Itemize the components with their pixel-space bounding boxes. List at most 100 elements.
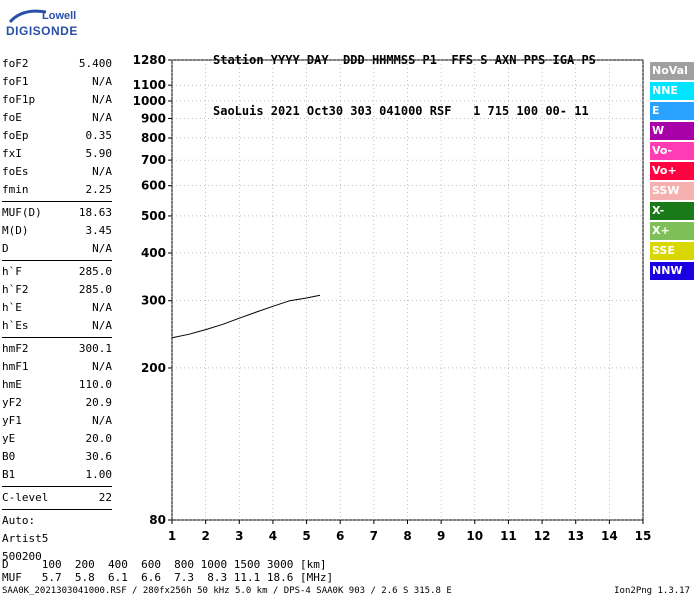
legend-item: W — [650, 122, 694, 140]
param-value: 30.6 — [85, 450, 113, 463]
param-name: foEs — [2, 165, 29, 178]
param-row: B1 1.00 — [2, 466, 112, 484]
y-tick-label: 600 — [141, 179, 166, 193]
y-tick-label: 900 — [141, 111, 166, 125]
param-row: h`F2 285.0 — [2, 281, 112, 299]
legend-item: SSW — [650, 182, 694, 200]
param-row: D N/A — [2, 240, 112, 258]
param-value: 1.00 — [85, 468, 113, 481]
y-tick-label: 400 — [141, 246, 166, 260]
param-row: h`Es N/A — [2, 317, 112, 335]
x-tick-label: 6 — [336, 529, 344, 543]
divider — [2, 201, 112, 202]
param-row: h`E N/A — [2, 299, 112, 317]
legend-item: E — [650, 102, 694, 120]
param-name: D — [2, 242, 9, 255]
virtual-height-trace — [171, 294, 321, 339]
param-value: N/A — [92, 111, 112, 124]
param-row: hmF2 300.1 — [2, 340, 112, 358]
param-row: yF1 N/A — [2, 412, 112, 430]
legend-item: Vo- — [650, 142, 694, 160]
y-tick-label: 500 — [141, 209, 166, 223]
param-row: foE N/A — [2, 109, 112, 127]
param-row: fxI 5.90 — [2, 145, 112, 163]
param-name: yF2 — [2, 396, 22, 409]
file-info: SAA0K_2021303041000.RSF / 280fx256h 50 k… — [2, 586, 452, 596]
param-row: foF1p N/A — [2, 91, 112, 109]
autoscale-info: Auto: Artist5 500200 — [2, 512, 112, 566]
param-value: 0.35 — [85, 129, 113, 142]
param-name: h`F — [2, 265, 22, 278]
auto-program: Artist5 — [2, 532, 49, 545]
x-tick-label: 10 — [466, 529, 483, 543]
param-value: 300.1 — [78, 342, 112, 355]
param-value: N/A — [92, 165, 112, 178]
x-tick-label: 2 — [201, 529, 209, 543]
param-name: MUF(D) — [2, 206, 42, 219]
param-row: fmin 2.25 — [2, 181, 112, 199]
param-name: foF1 — [2, 75, 29, 88]
x-tick-label: 14 — [601, 529, 618, 543]
param-row: hmF1 N/A — [2, 358, 112, 376]
legend-item: X- — [650, 202, 694, 220]
param-row: foF1 N/A — [2, 73, 112, 91]
legend-item: X+ — [650, 222, 694, 240]
x-tick-label: 15 — [635, 529, 652, 543]
legend-item: SSE — [650, 242, 694, 260]
param-value: 22 — [98, 491, 112, 504]
param-group-c: h`F 285.0 h`F2 285.0 h`E N/A h`Es N/A — [2, 263, 112, 335]
y-tick-label: 1000 — [133, 94, 166, 108]
param-row: foEs N/A — [2, 163, 112, 181]
param-value: 5.400 — [78, 57, 112, 70]
param-name: yF1 — [2, 414, 22, 427]
param-name: h`F2 — [2, 283, 29, 296]
param-row: hmE 110.0 — [2, 376, 112, 394]
auto-version: 500200 — [2, 550, 42, 563]
param-value: 5.90 — [85, 147, 113, 160]
param-value: 285.0 — [78, 265, 112, 278]
param-value: N/A — [92, 301, 112, 314]
param-row: h`F 285.0 — [2, 263, 112, 281]
x-tick-label: 8 — [403, 529, 411, 543]
param-name: foE — [2, 111, 22, 124]
param-value: N/A — [92, 414, 112, 427]
param-row: MUF(D) 18.63 — [2, 204, 112, 222]
polarization-legend: NoVal NNE E W Vo- Vo+ SSW X- X+ SSE NNW — [650, 62, 694, 282]
auto-label: Auto: — [2, 514, 36, 527]
param-name: h`E — [2, 301, 22, 314]
x-tick-label: 4 — [269, 529, 277, 543]
param-name: yE — [2, 432, 16, 445]
y-tick-label: 80 — [149, 513, 166, 527]
param-value: 3.45 — [85, 224, 113, 237]
param-name: fxI — [2, 147, 22, 160]
y-tick-label: 200 — [141, 361, 166, 375]
param-value: 285.0 — [78, 283, 112, 296]
divider — [2, 337, 112, 338]
param-group-a: foF2 5.400 foF1 N/A foF1p N/A foE N/A foEp 0.35 fx… — [2, 55, 112, 199]
param-name: B0 — [2, 450, 16, 463]
param-row: foF2 5.400 — [2, 55, 112, 73]
param-name: foF2 — [2, 57, 29, 70]
param-row: yE 20.0 — [2, 430, 112, 448]
param-value: 20.0 — [85, 432, 113, 445]
param-name: foF1p — [2, 93, 36, 106]
param-group-b: MUF(D) 18.63 M(D) 3.45 D N/A — [2, 204, 112, 258]
divider — [2, 260, 112, 261]
param-value: 110.0 — [78, 378, 112, 391]
param-value: N/A — [92, 360, 112, 373]
distance-row: D 100 200 400 600 800 1000 1500 3000 [km… — [2, 558, 327, 571]
param-name: hmE — [2, 378, 22, 391]
param-row: B0 30.6 — [2, 448, 112, 466]
param-value: 2.25 — [85, 183, 113, 196]
param-name: B1 — [2, 468, 16, 481]
parameter-panel: foF2 5.400 foF1 N/A foF1p N/A foE N/A foEp 0.35 fx… — [2, 55, 112, 566]
param-name: hmF1 — [2, 360, 29, 373]
param-row: yF2 20.9 — [2, 394, 112, 412]
software-version: Ion2Png 1.3.17 — [614, 586, 690, 596]
param-name: C-level — [2, 491, 49, 504]
x-tick-label: 11 — [500, 529, 517, 543]
param-row: C-level 22 — [2, 489, 112, 507]
x-tick-label: 1 — [168, 529, 176, 543]
x-tick-label: 5 — [302, 529, 310, 543]
